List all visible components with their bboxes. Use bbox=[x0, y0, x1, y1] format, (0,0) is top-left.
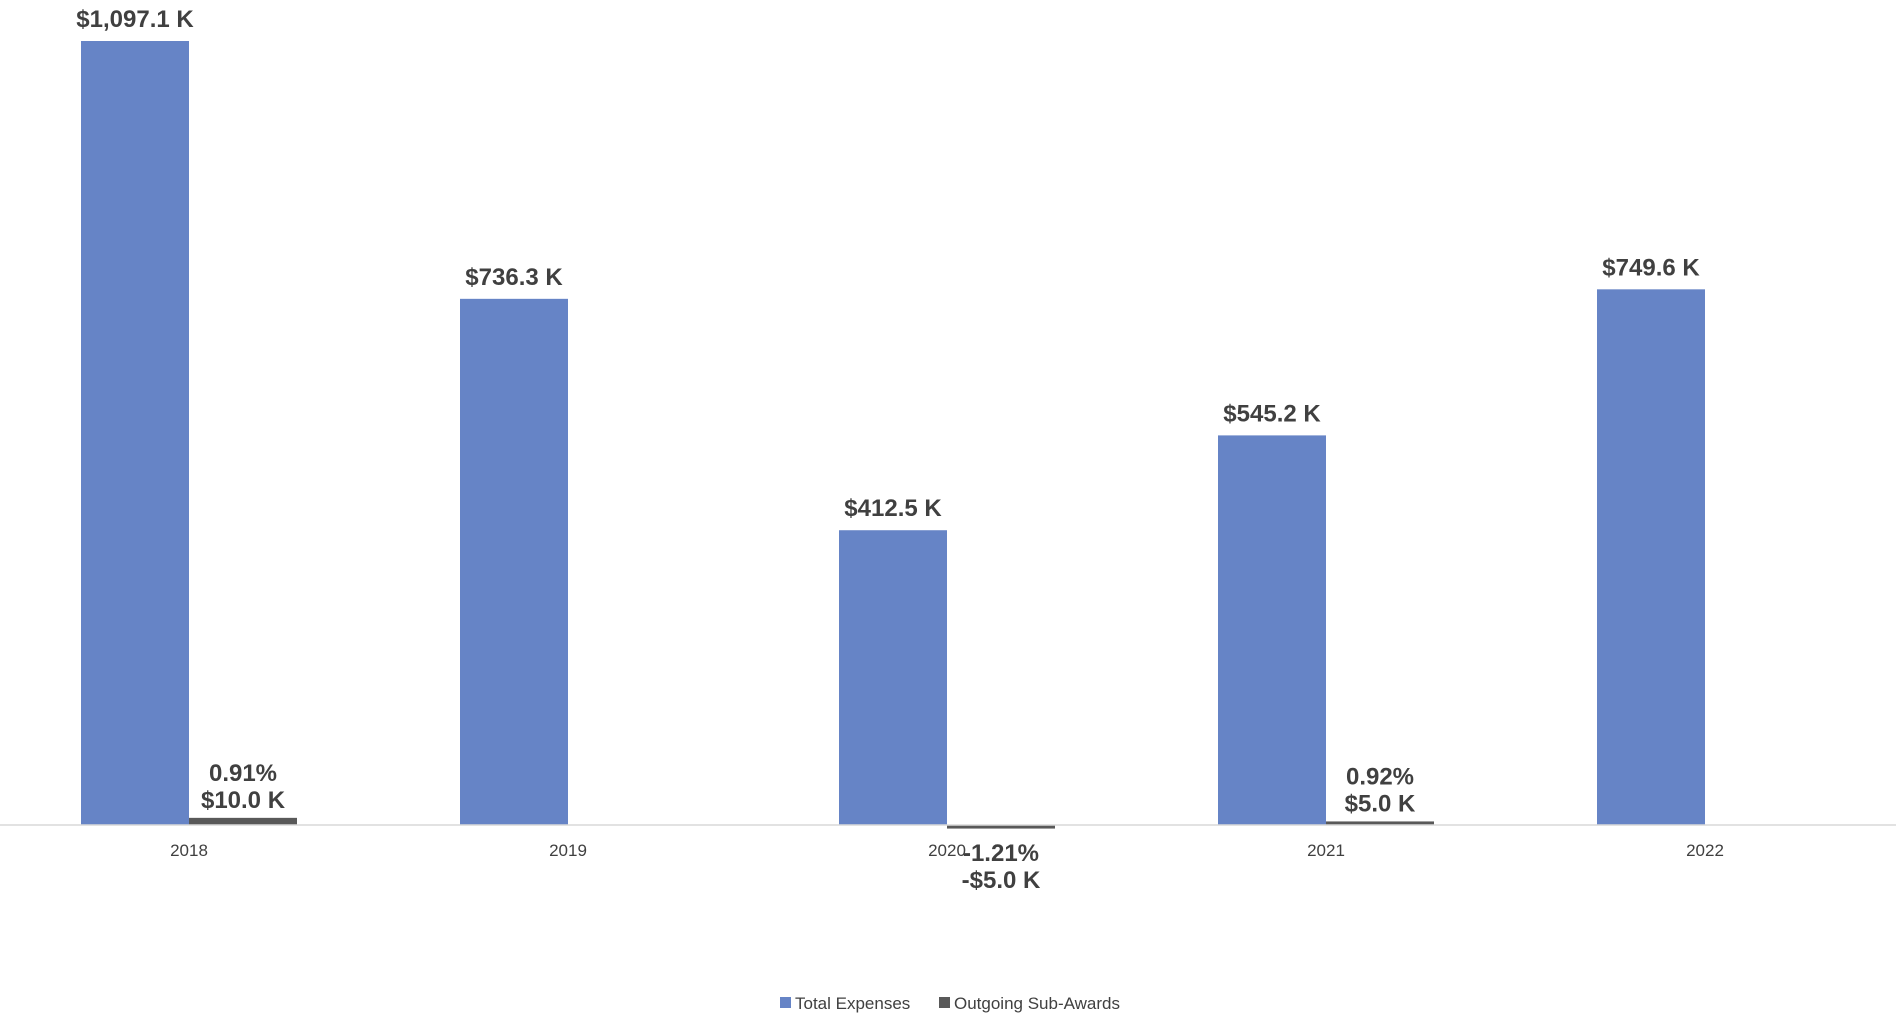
legend: Total Expenses Outgoing Sub-Awards bbox=[780, 994, 1120, 1013]
pct-label-outgoing-sub-awards-2020: -1.21% bbox=[963, 840, 1039, 867]
data-label-total-expenses-2018: $1,097.1 K bbox=[76, 6, 194, 33]
data-label-outgoing-sub-awards-2020: -$5.0 K bbox=[962, 867, 1041, 894]
bar-outgoing-sub-awards-2018 bbox=[189, 817, 297, 825]
data-label-total-expenses-2022: $749.6 K bbox=[1602, 254, 1700, 281]
data-label-total-expenses-2019: $736.3 K bbox=[465, 264, 563, 291]
pct-label-outgoing-sub-awards-2018: 0.91% bbox=[209, 760, 277, 787]
x-tick-label-2019: 2019 bbox=[549, 841, 587, 860]
data-labels-layer: $1,097.1 K 0.91%$10.0 K $736.3 K $412.5 K -1… bbox=[76, 6, 1700, 894]
bars-layer bbox=[81, 41, 1705, 829]
data-label-outgoing-sub-awards-2021: $5.0 K bbox=[1345, 790, 1416, 817]
bar-total-expenses-2018 bbox=[81, 41, 189, 825]
bar-total-expenses-2021 bbox=[1218, 435, 1326, 825]
legend-swatch-total-expenses bbox=[780, 997, 791, 1008]
x-axis-tick-labels: 2018 2019 2020 2021 2022 bbox=[170, 841, 1724, 860]
bar-total-expenses-2019 bbox=[460, 298, 568, 825]
x-tick-label-2021: 2021 bbox=[1307, 841, 1345, 860]
x-tick-label-2018: 2018 bbox=[170, 841, 208, 860]
bar-total-expenses-2022 bbox=[1597, 289, 1705, 826]
x-tick-label-2020: 2020 bbox=[928, 841, 966, 860]
data-label-outgoing-sub-awards-2018: $10.0 K bbox=[201, 787, 286, 814]
legend-label-total-expenses: Total Expenses bbox=[795, 994, 910, 1013]
legend-swatch-outgoing-sub-awards bbox=[939, 997, 950, 1008]
bar-total-expenses-2020 bbox=[839, 530, 947, 825]
data-label-total-expenses-2020: $412.5 K bbox=[844, 495, 942, 522]
bar-outgoing-sub-awards-2021 bbox=[1326, 821, 1434, 825]
bar-outgoing-sub-awards-2020 bbox=[947, 825, 1055, 829]
x-tick-label-2022: 2022 bbox=[1686, 841, 1724, 860]
data-label-total-expenses-2021: $545.2 K bbox=[1223, 400, 1321, 427]
legend-label-outgoing-sub-awards: Outgoing Sub-Awards bbox=[954, 994, 1120, 1013]
pct-label-outgoing-sub-awards-2021: 0.92% bbox=[1346, 763, 1414, 790]
